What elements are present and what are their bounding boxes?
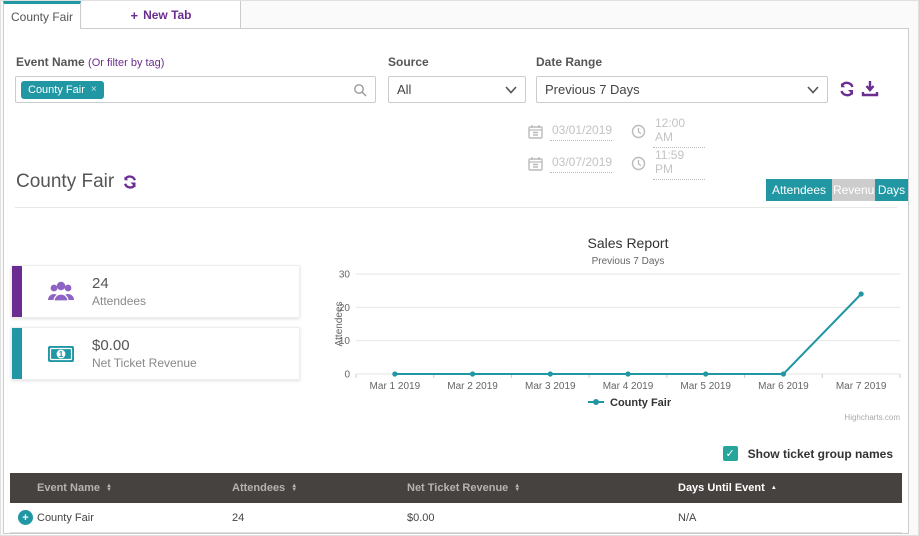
tab-county-fair[interactable]: County Fair — [3, 1, 81, 29]
attendees-icon — [48, 281, 74, 302]
svg-text:Previous 7 Days: Previous 7 Days — [592, 256, 665, 267]
revenue-value: $0.00 — [92, 337, 130, 354]
svg-text:Mar 3 2019: Mar 3 2019 — [525, 381, 576, 392]
date-range-value: Previous 7 Days — [545, 82, 640, 97]
clock-icon — [631, 156, 646, 170]
event-tag-label: County Fair — [28, 83, 85, 96]
calendar-icon — [528, 156, 543, 171]
svg-text:30: 30 — [339, 270, 351, 281]
start-datetime-row: 03/01/2019 12:00 AM — [528, 114, 705, 148]
new-tab-button[interactable]: + New Tab — [82, 1, 241, 29]
svg-text:Mar 5 2019: Mar 5 2019 — [680, 381, 731, 392]
card-accent-bar — [12, 266, 22, 317]
cell-days-until-event: N/A — [678, 511, 697, 524]
download-icon[interactable] — [861, 80, 879, 98]
page-title: County Fair — [16, 171, 138, 193]
days-toggle-button[interactable]: Days — [875, 179, 908, 201]
filter-by-tag-link[interactable]: (Or filter by tag) — [88, 57, 165, 69]
attendees-toggle-button[interactable]: Attendees — [766, 179, 832, 201]
attendees-stat-card: 24 Attendees — [11, 265, 300, 318]
new-tab-label: New Tab — [143, 8, 192, 22]
sort-both-icon: ▲ ▼ — [105, 483, 112, 493]
money-icon: 1 — [48, 345, 74, 362]
attendees-value: 24 — [92, 275, 109, 292]
svg-text:10: 10 — [339, 336, 351, 347]
column-header-attendees[interactable]: Attendees ▲ ▼ — [232, 482, 298, 494]
source-label: Source — [388, 55, 429, 69]
svg-text:County Fair: County Fair — [610, 397, 672, 409]
svg-text:Sales Report: Sales Report — [588, 235, 669, 251]
refresh-icon[interactable] — [838, 80, 856, 98]
svg-text:20: 20 — [339, 303, 351, 314]
sort-both-icon: ▲ ▼ — [514, 483, 521, 493]
chevron-down-icon — [505, 85, 517, 94]
end-datetime-row: 03/07/2019 11:59 PM — [528, 146, 705, 180]
svg-text:Attendees: Attendees — [334, 301, 345, 346]
start-date-input[interactable]: 03/01/2019 — [550, 121, 612, 141]
svg-text:Mar 7 2019: Mar 7 2019 — [836, 381, 887, 392]
svg-text:Highcharts.com: Highcharts.com — [844, 413, 900, 422]
cell-net-ticket-revenue: $0.00 — [407, 511, 435, 524]
column-header-event-name[interactable]: Event Name ▲ ▼ — [37, 482, 112, 494]
sales-report-chart[interactable]: 0 10 20 30 Mar 1 2019 Mar 2 2019 Mar 3 2019 Mar… — [334, 234, 906, 424]
table-header-row: Event Name ▲ ▼ Attendees ▲ ▼ Net Ticket Re… — [10, 473, 902, 503]
calendar-icon — [528, 124, 543, 139]
source-select[interactable]: All — [388, 76, 526, 103]
refresh-icon[interactable] — [122, 174, 138, 190]
date-range-label: Date Range — [536, 55, 603, 69]
svg-text:Mar 2 2019: Mar 2 2019 — [447, 381, 498, 392]
end-date-input[interactable]: 03/07/2019 — [550, 153, 612, 173]
cell-attendees: 24 — [232, 511, 245, 524]
plus-icon: + — [130, 7, 139, 23]
event-tag[interactable]: County Fair × — [21, 80, 104, 99]
revenue-stat-card: 1 $0.00 Net Ticket Revenue — [11, 327, 300, 380]
tab-label: County Fair — [10, 9, 74, 24]
event-name-label: Event Name (Or filter by tag) — [16, 55, 165, 69]
clock-icon — [631, 124, 646, 138]
card-accent-bar — [12, 328, 22, 379]
chevron-down-icon — [807, 85, 819, 94]
tag-remove-icon[interactable]: × — [90, 84, 97, 95]
cell-event-name: County Fair — [37, 511, 94, 524]
svg-text:Mar 1 2019: Mar 1 2019 — [370, 381, 421, 392]
checkbox-label: Show ticket group names — [747, 446, 893, 461]
column-header-net-ticket-revenue[interactable]: Net Ticket Revenue ▲ ▼ — [407, 482, 521, 494]
end-time-input[interactable]: 11:59 PM — [653, 146, 705, 180]
svg-text:1: 1 — [59, 350, 64, 359]
svg-text:0: 0 — [344, 370, 350, 381]
event-name-search-input[interactable]: County Fair × — [15, 76, 376, 103]
table-row[interactable]: + County Fair 24 $0.00 N/A — [10, 503, 902, 533]
revenue-toggle-button[interactable]: Revenue — [832, 179, 882, 201]
source-value: All — [397, 82, 412, 97]
main-panel: Event Name (Or filter by tag) County Fai… — [3, 28, 909, 534]
attendees-caption: Attendees — [92, 294, 147, 308]
start-time-input[interactable]: 12:00 AM — [653, 114, 705, 148]
checkbox-checked-icon[interactable]: ✓ — [722, 446, 738, 461]
sort-both-icon: ▲ ▼ — [291, 483, 298, 493]
events-table: Event Name ▲ ▼ Attendees ▲ ▼ Net Ticket Re… — [10, 473, 902, 533]
svg-text:Mar 6 2019: Mar 6 2019 — [758, 381, 809, 392]
sort-ascending-icon: ▲ — [770, 485, 777, 491]
show-ticket-group-names-toggle[interactable]: ✓ Show ticket group names — [722, 446, 893, 461]
divider — [15, 207, 897, 208]
search-icon — [354, 83, 367, 96]
line-chart: 0 10 20 30 Mar 1 2019 Mar 2 2019 Mar 3 2019 Mar… — [334, 235, 901, 422]
column-header-days-until-event[interactable]: Days Until Event ▲ — [678, 482, 777, 494]
revenue-caption: Net Ticket Revenue — [92, 356, 197, 370]
svg-text:Mar 4 2019: Mar 4 2019 — [603, 381, 654, 392]
expand-row-icon[interactable]: + — [18, 510, 33, 525]
date-range-select[interactable]: Previous 7 Days — [536, 76, 828, 103]
